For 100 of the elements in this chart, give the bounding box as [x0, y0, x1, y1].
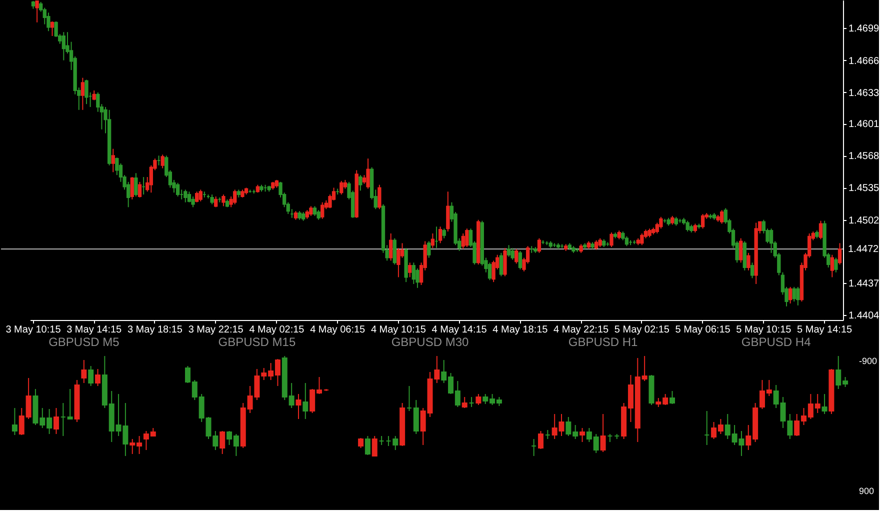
candlestick — [12, 408, 18, 436]
candlestick — [442, 228, 446, 239]
x-tick-label: 3 May 18:15 — [127, 324, 183, 336]
candlestick — [358, 174, 362, 192]
candlestick — [580, 428, 586, 442]
candlestick — [834, 257, 838, 273]
x-tick-label: 4 May 22:15 — [554, 324, 610, 336]
candlestick — [35, 0, 39, 23]
candlestick — [659, 216, 663, 230]
text: GBPUSD M30 — [391, 335, 469, 349]
candlestick — [518, 250, 522, 270]
candlestick — [686, 220, 690, 232]
candlestick — [378, 184, 382, 210]
candlestick — [465, 228, 469, 248]
candlestick — [134, 172, 138, 197]
candlestick — [340, 180, 344, 196]
candlestick — [610, 232, 614, 248]
candlestick — [67, 388, 73, 420]
candlestick — [792, 286, 796, 302]
x-tick-label: 4 May 02:15 — [249, 324, 305, 336]
candlestick — [720, 210, 724, 224]
candlestick — [538, 430, 544, 450]
candlestick — [430, 232, 435, 249]
candlestick — [503, 248, 507, 277]
candlestick — [796, 286, 800, 306]
y-tick-label: 1.4633 — [848, 88, 880, 99]
candlestick — [506, 244, 511, 258]
candlestick — [176, 182, 180, 197]
text: GBPUSD M5 — [48, 335, 120, 349]
x-tick-label: 5 May 10:15 — [736, 324, 792, 336]
candlestick — [408, 262, 412, 278]
candlestick — [198, 189, 202, 202]
candlestick — [138, 181, 142, 198]
y-tick-label: 1.4666 — [848, 56, 880, 67]
candlestick — [412, 262, 416, 285]
y-tick-label: 1.4437 — [848, 278, 880, 290]
y-tick-label: 1.4535 — [848, 183, 880, 194]
series-label: GBPUSD M15 — [218, 335, 296, 349]
candlestick — [510, 248, 514, 260]
y-tick-label: 1.4568 — [848, 151, 880, 162]
y-tick-label: 1.4404 — [848, 310, 880, 322]
y-tick-label: 1.4699 — [848, 24, 880, 35]
x-tick-label: 5 May 06:15 — [675, 324, 731, 336]
candlestick — [210, 194, 214, 205]
candlestick — [80, 77, 85, 110]
candlestick — [822, 394, 828, 414]
candlestick — [302, 382, 308, 420]
candlestick — [184, 189, 188, 203]
candlestick — [214, 196, 218, 208]
candlestick — [413, 400, 419, 434]
text: -900 — [859, 356, 878, 366]
candlestick — [312, 206, 317, 216]
candlestick — [438, 226, 442, 244]
x-tick-label: 3 May 10:15 — [6, 324, 62, 336]
candlestick — [499, 252, 504, 277]
candlestick — [53, 408, 59, 434]
candlestick — [84, 79, 88, 105]
x-tick-label: 3 May 22:15 — [188, 324, 244, 336]
candlestick — [670, 390, 675, 404]
x-tick-label: 5 May 02:15 — [614, 324, 670, 336]
candlestick — [446, 191, 450, 232]
candlestick — [600, 414, 606, 452]
x-tick-label: 4 May 18:15 — [492, 324, 548, 336]
candlestick — [838, 242, 842, 266]
candlestick — [366, 158, 370, 190]
candlestick — [594, 240, 598, 250]
candlestick — [788, 286, 792, 304]
candlestick — [830, 254, 834, 278]
candlestick — [461, 232, 465, 250]
x-tick-label: 5 May 14:15 — [797, 324, 852, 336]
x-tick-label: 3 May 14:15 — [66, 324, 122, 336]
candlestick — [92, 90, 96, 101]
candlestick — [309, 206, 313, 216]
y-tick-label: 1.4601 — [848, 119, 880, 130]
candlestick — [320, 202, 324, 220]
candlestick — [88, 366, 94, 386]
candlestick — [187, 191, 192, 203]
candlestick — [624, 236, 629, 247]
x-tick-label: 4 May 10:15 — [370, 324, 426, 336]
candlestick — [62, 32, 66, 61]
candlestick — [476, 394, 482, 406]
candlestick — [372, 436, 378, 456]
candlestick — [640, 232, 644, 246]
candlestick — [389, 232, 393, 262]
candlestick — [233, 189, 237, 205]
candlestick — [739, 238, 743, 264]
candlestick — [220, 430, 226, 454]
ref-line-label: 1.4472 — [848, 244, 880, 255]
candlestick — [750, 262, 754, 279]
candlestick — [191, 196, 195, 208]
text: 900 — [859, 486, 874, 496]
candlestick — [818, 220, 823, 240]
y-tick-label: 1.4502 — [848, 215, 880, 226]
x-tick-label: 4 May 14:15 — [432, 324, 488, 336]
candlestick — [160, 154, 164, 169]
candlestick — [111, 148, 115, 173]
text: GBPUSD H1 — [568, 335, 638, 349]
candlestick — [46, 12, 50, 32]
candlestick — [488, 262, 492, 281]
candlestick — [358, 438, 364, 448]
